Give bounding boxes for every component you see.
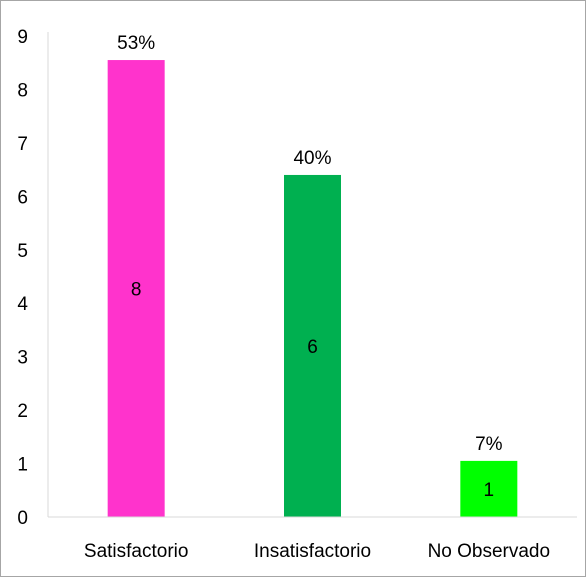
x-axis-tick-labels: Satisfactorio Insatisfactorio No Observado — [84, 541, 550, 562]
y-tick-label: 0 — [17, 508, 28, 529]
x-tick-label: Insatisfactorio — [254, 541, 371, 562]
y-tick-label: 5 — [17, 241, 28, 262]
bar-satisfactorio — [107, 60, 165, 518]
y-tick-label: 9 — [17, 27, 28, 48]
y-tick-label: 4 — [17, 294, 28, 315]
value-label: 8 — [131, 280, 142, 301]
x-tick-label: No Observado — [428, 541, 551, 562]
percent-label: 7% — [475, 434, 503, 455]
y-tick-label: 2 — [17, 401, 28, 422]
y-tick-label: 6 — [17, 187, 28, 208]
bar-no-observado — [460, 460, 518, 517]
percent-label: 40% — [293, 148, 331, 169]
value-labels: 8 6 1 — [131, 280, 494, 501]
value-label: 1 — [484, 480, 495, 501]
bars — [107, 60, 518, 518]
y-axis-tick-labels: 0 1 2 3 4 5 6 7 8 9 — [17, 27, 28, 529]
x-tick-label: Satisfactorio — [84, 541, 189, 562]
y-tick-label: 8 — [17, 80, 28, 101]
percent-label: 53% — [117, 33, 155, 54]
y-tick-label: 1 — [17, 455, 28, 476]
y-tick-label: 7 — [17, 134, 28, 155]
bar-insatisfactorio — [284, 174, 341, 517]
value-label: 6 — [307, 337, 318, 358]
percent-labels: 53% 40% 7% — [117, 33, 503, 455]
y-tick-label: 3 — [17, 348, 28, 369]
